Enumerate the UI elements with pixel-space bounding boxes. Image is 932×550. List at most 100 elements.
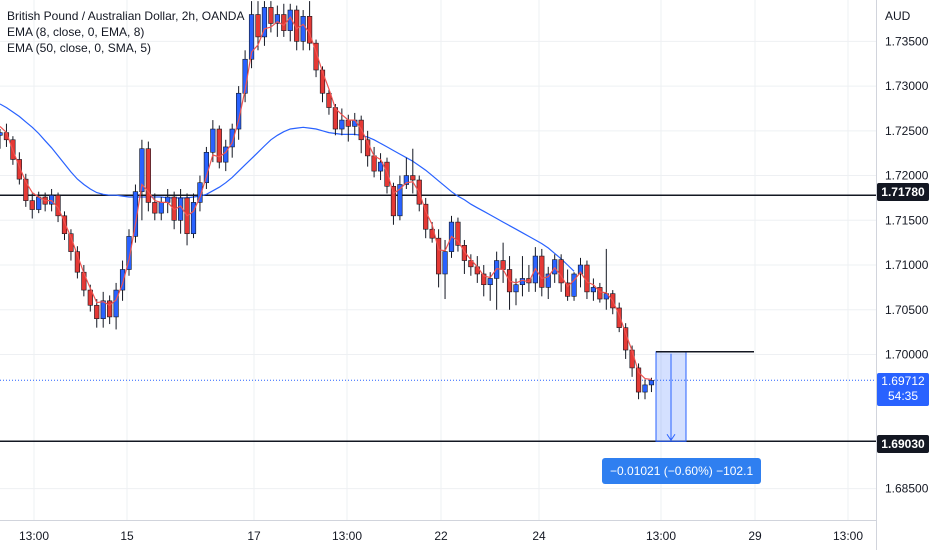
candle-body xyxy=(274,14,280,24)
y-tick-label: 1.73000 xyxy=(885,79,929,93)
candle-body xyxy=(145,148,151,203)
last-price-value: 1.69712 xyxy=(881,374,925,388)
x-tick-label: 13:00 xyxy=(19,529,49,543)
candle-body xyxy=(487,278,493,286)
candle-body xyxy=(326,92,332,108)
candle-body xyxy=(300,16,306,42)
candle-body xyxy=(564,282,571,297)
candle-body xyxy=(313,42,319,71)
y-tick-label: 1.72500 xyxy=(885,124,929,138)
candle-body xyxy=(377,161,384,172)
x-tick-label: 13:00 xyxy=(332,529,362,543)
y-tick-label: 1.73500 xyxy=(885,34,929,48)
candle-body xyxy=(455,221,461,246)
y-tick-label: 1.70000 xyxy=(885,347,929,361)
candle-body xyxy=(29,200,35,210)
candle-body xyxy=(165,196,171,203)
x-tick-label: 13:00 xyxy=(646,529,676,543)
ema-slow-legend[interactable]: EMA (50, close, 0, SMA, 5) xyxy=(7,41,152,55)
candle-body xyxy=(107,300,113,318)
candle-body xyxy=(190,202,197,235)
candle-body xyxy=(461,245,468,261)
candle-body xyxy=(210,128,216,153)
candle-body xyxy=(435,237,442,275)
y-tick-label: 1.70500 xyxy=(885,303,929,317)
y-tick-label: 1.68500 xyxy=(885,482,929,496)
candle-body xyxy=(371,155,377,172)
candle-body xyxy=(635,367,642,393)
candle-body xyxy=(158,202,164,214)
level-lower-price-tag: 1.69030 xyxy=(877,435,929,453)
candle-body xyxy=(229,128,235,148)
candle-body xyxy=(152,202,158,214)
ema-slow-line xyxy=(0,103,575,272)
x-tick-label: 29 xyxy=(748,529,762,543)
measure-arrow-head xyxy=(666,433,676,442)
candle-body xyxy=(100,300,106,320)
candle-body xyxy=(545,273,551,288)
ema-fast-legend[interactable]: EMA (8, close, 0, EMA, 8) xyxy=(7,25,145,39)
level-upper-price-tag: 1.71780 xyxy=(877,183,929,201)
symbol-title[interactable]: British Pound / Australian Dollar, 2h, O… xyxy=(7,9,245,23)
candle-body xyxy=(126,236,132,270)
candle-body xyxy=(132,191,139,237)
candle-body xyxy=(94,304,100,320)
candle-body xyxy=(0,132,3,136)
candle-body xyxy=(268,7,274,24)
candle-body xyxy=(36,196,42,210)
x-tick-label: 15 xyxy=(120,529,134,543)
candle-body xyxy=(410,175,416,181)
candle-body xyxy=(261,7,268,38)
x-tick-label: 22 xyxy=(434,529,448,543)
candle-body xyxy=(500,260,506,270)
candle-body xyxy=(403,175,409,185)
candle-body xyxy=(248,14,255,60)
y-tick-label: 1.71500 xyxy=(885,213,929,227)
candle-body xyxy=(597,287,603,300)
x-tick-label: 13:00 xyxy=(833,529,863,543)
candle-body xyxy=(61,215,68,235)
x-tick-label: 17 xyxy=(247,529,261,543)
last-price-tag: 1.69712 54:35 xyxy=(877,373,929,406)
candle-body xyxy=(642,384,648,393)
candle-body xyxy=(474,266,480,275)
candle-body xyxy=(513,284,519,293)
candle-body xyxy=(87,289,93,306)
ema-fast-line xyxy=(0,16,652,381)
candle-body xyxy=(197,182,203,203)
candle-body xyxy=(113,289,119,318)
candle-body xyxy=(577,264,584,275)
candle-body xyxy=(590,287,596,293)
candle-body xyxy=(48,194,55,205)
candle-body xyxy=(481,273,487,286)
measure-result-label: −0.01021 (−0.60%) −102.1 xyxy=(602,458,762,484)
candle-body xyxy=(139,148,145,192)
candle-body xyxy=(216,128,222,163)
y-tick-label: 1.71000 xyxy=(885,258,929,272)
candle-body xyxy=(23,178,29,201)
chart-legend: British Pound / Australian Dollar, 2h, O… xyxy=(7,8,244,56)
candle-body xyxy=(519,278,526,286)
candle-body xyxy=(571,273,577,297)
candle-body xyxy=(539,255,545,288)
candle-body xyxy=(468,260,474,268)
candle-body xyxy=(390,185,397,217)
candle-body xyxy=(558,259,564,284)
candle-body xyxy=(442,251,448,275)
candle-body xyxy=(81,271,87,291)
candle-body xyxy=(255,14,261,38)
candle-body xyxy=(16,159,22,180)
x-tick-label: 24 xyxy=(532,529,546,543)
candle-body xyxy=(648,380,655,386)
y-tick-label: 1.72000 xyxy=(885,169,929,183)
candle-body xyxy=(384,161,390,187)
candle-body xyxy=(616,307,622,328)
candle-body xyxy=(345,119,351,127)
candle-body xyxy=(339,119,345,130)
candle-body xyxy=(397,184,403,217)
axis-currency-label: AUD xyxy=(885,9,911,23)
candle-body xyxy=(119,269,126,291)
bar-countdown: 54:35 xyxy=(887,389,919,403)
